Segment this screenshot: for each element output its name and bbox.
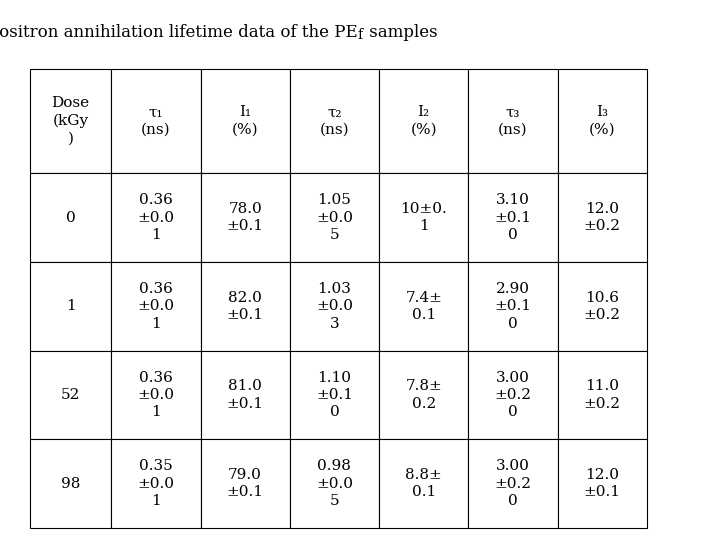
Bar xyxy=(111,439,200,528)
Text: I₁
(%): I₁ (%) xyxy=(232,105,258,137)
Text: τ₁
(ns): τ₁ (ns) xyxy=(141,105,171,137)
Text: 3.10
±0.1
0: 3.10 ±0.1 0 xyxy=(495,193,531,242)
Bar xyxy=(379,439,468,528)
Text: 78.0
±0.1: 78.0 ±0.1 xyxy=(227,202,264,233)
Text: 8.8±
0.1: 8.8± 0.1 xyxy=(405,468,442,499)
Bar xyxy=(468,262,557,350)
Text: I₂
(%): I₂ (%) xyxy=(410,105,437,137)
Text: 0.35
±0.0
1: 0.35 ±0.0 1 xyxy=(138,459,174,508)
Text: samples: samples xyxy=(364,24,438,41)
Bar xyxy=(557,350,647,439)
Text: 79.0
±0.1: 79.0 ±0.1 xyxy=(227,468,264,499)
Bar xyxy=(30,69,111,173)
Bar xyxy=(200,262,289,350)
Bar xyxy=(200,69,289,173)
Text: 98: 98 xyxy=(61,476,81,490)
Text: 0.36
±0.0
1: 0.36 ±0.0 1 xyxy=(138,282,174,330)
Bar xyxy=(289,173,379,262)
Text: 3.00
±0.2
0: 3.00 ±0.2 0 xyxy=(495,370,531,419)
Text: 12.0
±0.1: 12.0 ±0.1 xyxy=(584,468,621,499)
Text: Dose
(kGy
): Dose (kGy ) xyxy=(52,96,90,145)
Text: 1.05
±0.0
5: 1.05 ±0.0 5 xyxy=(316,193,353,242)
Text: 0: 0 xyxy=(66,211,76,225)
Text: 3.00
±0.2
0: 3.00 ±0.2 0 xyxy=(495,459,531,508)
Text: 1.10
±0.1
0: 1.10 ±0.1 0 xyxy=(316,370,353,419)
Bar xyxy=(289,262,379,350)
Text: 81.0
±0.1: 81.0 ±0.1 xyxy=(227,379,264,410)
Text: 0.98
±0.0
5: 0.98 ±0.0 5 xyxy=(316,459,353,508)
Bar xyxy=(289,350,379,439)
Text: f: f xyxy=(358,28,363,42)
Bar xyxy=(30,262,111,350)
Bar xyxy=(557,439,647,528)
Bar xyxy=(30,350,111,439)
Text: 1.03
±0.0
3: 1.03 ±0.0 3 xyxy=(316,282,353,330)
Text: 12.0
±0.2: 12.0 ±0.2 xyxy=(584,202,621,233)
Bar xyxy=(468,173,557,262)
Text: τ₃
(ns): τ₃ (ns) xyxy=(498,105,528,137)
Bar xyxy=(557,262,647,350)
Text: 10.6
±0.2: 10.6 ±0.2 xyxy=(584,291,621,322)
Text: 0.36
±0.0
1: 0.36 ±0.0 1 xyxy=(138,370,174,419)
Text: 2.90
±0.1
0: 2.90 ±0.1 0 xyxy=(495,282,531,330)
Bar xyxy=(30,439,111,528)
Text: 7.8±
0.2: 7.8± 0.2 xyxy=(405,379,442,410)
Bar xyxy=(379,350,468,439)
Bar xyxy=(379,69,468,173)
Text: 52: 52 xyxy=(61,388,81,402)
Text: 1: 1 xyxy=(66,299,76,313)
Bar xyxy=(379,262,468,350)
Bar xyxy=(468,69,557,173)
Bar xyxy=(200,173,289,262)
Bar xyxy=(289,439,379,528)
Text: 11.0
±0.2: 11.0 ±0.2 xyxy=(584,379,621,410)
Text: 7.4±
0.1: 7.4± 0.1 xyxy=(405,291,442,322)
Text: 10±0.
1: 10±0. 1 xyxy=(400,202,447,233)
Bar xyxy=(379,173,468,262)
Bar xyxy=(200,350,289,439)
Bar xyxy=(557,69,647,173)
Bar xyxy=(111,350,200,439)
Bar xyxy=(30,173,111,262)
Bar xyxy=(468,350,557,439)
Text: Table 1 Positron annihilation lifetime data of the PE: Table 1 Positron annihilation lifetime d… xyxy=(0,24,358,41)
Text: 0.36
±0.0
1: 0.36 ±0.0 1 xyxy=(138,193,174,242)
Bar xyxy=(289,69,379,173)
Text: 82.0
±0.1: 82.0 ±0.1 xyxy=(227,291,264,322)
Bar xyxy=(468,439,557,528)
Bar xyxy=(111,173,200,262)
Bar xyxy=(557,173,647,262)
Bar xyxy=(200,439,289,528)
Text: τ₂
(ns): τ₂ (ns) xyxy=(320,105,349,137)
Text: I₃
(%): I₃ (%) xyxy=(589,105,616,137)
Bar xyxy=(111,262,200,350)
Bar xyxy=(111,69,200,173)
